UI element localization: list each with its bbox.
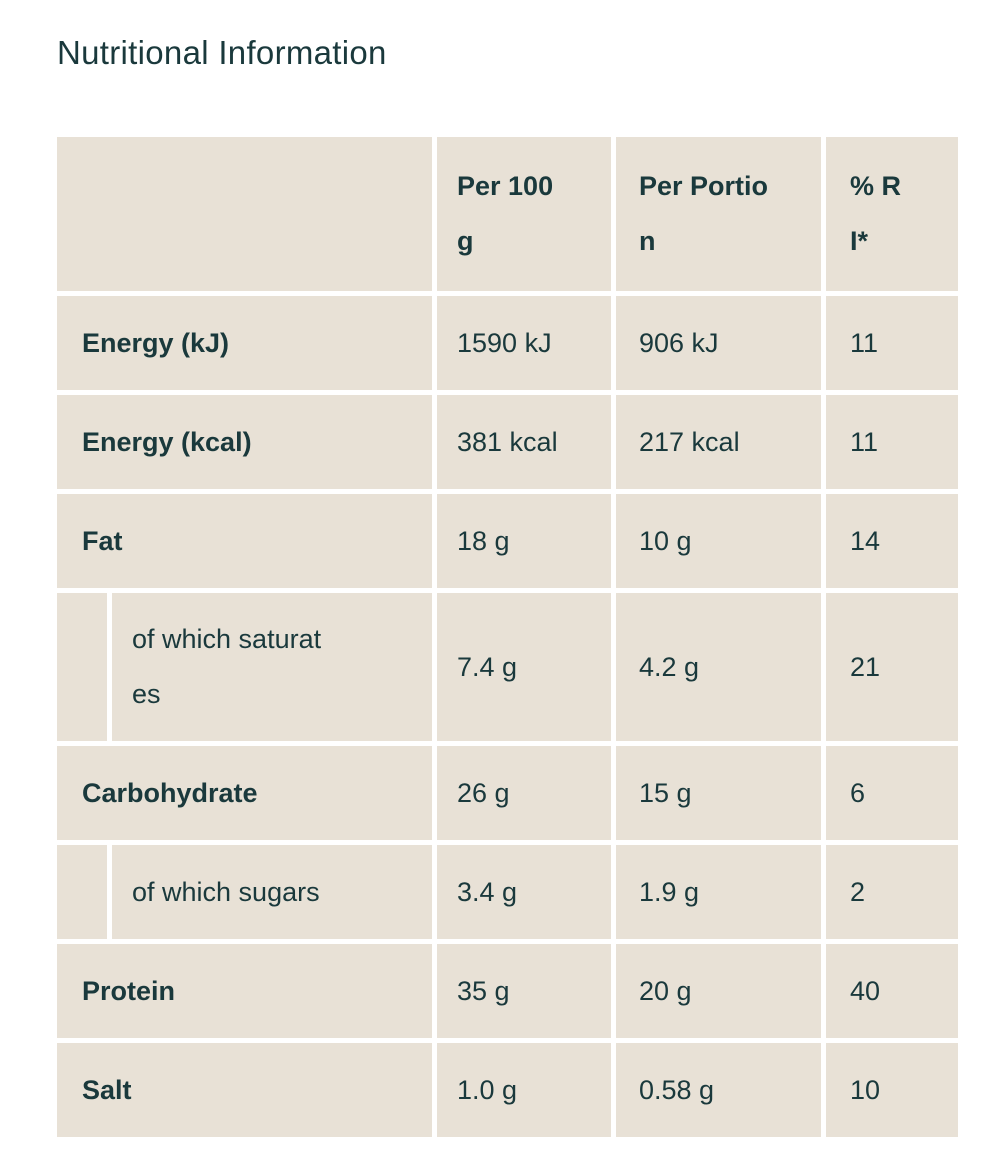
value-per-portion: 217 kcal	[616, 395, 821, 489]
row-label: Energy (kcal)	[57, 395, 432, 489]
value-per-portion: 4.2 g	[616, 593, 821, 741]
value-per-100g: 26 g	[437, 746, 611, 840]
value-per-100g: 381 kcal	[437, 395, 611, 489]
value-pct-ri: 6	[826, 746, 958, 840]
row-label: Carbohydrate	[57, 746, 432, 840]
value-per-100g: 35 g	[437, 944, 611, 1038]
value-pct-ri: 11	[826, 296, 958, 390]
indent-spacer-cell	[57, 593, 107, 741]
row-label: Salt	[57, 1043, 432, 1137]
value-per-100g: 1.0 g	[437, 1043, 611, 1137]
value-pct-ri: 11	[826, 395, 958, 489]
header-pct-ri: % R I*	[826, 137, 958, 291]
row-label: Fat	[57, 494, 432, 588]
value-per-portion: 906 kJ	[616, 296, 821, 390]
header-per-portion: Per Portio n	[616, 137, 821, 291]
value-pct-ri: 14	[826, 494, 958, 588]
table-row-sugars: of which sugars 3.4 g 1.9 g 2	[57, 845, 958, 939]
value-pct-ri: 21	[826, 593, 958, 741]
header-blank-cell	[57, 137, 432, 291]
value-per-100g: 7.4 g	[437, 593, 611, 741]
value-pct-ri: 2	[826, 845, 958, 939]
value-pct-ri: 40	[826, 944, 958, 1038]
value-per-portion: 15 g	[616, 746, 821, 840]
row-sublabel: of which saturat es	[112, 593, 432, 741]
value-per-100g: 18 g	[437, 494, 611, 588]
value-per-portion: 0.58 g	[616, 1043, 821, 1137]
table-row-energy-kcal: Energy (kcal) 381 kcal 217 kcal 11	[57, 395, 958, 489]
value-per-portion: 1.9 g	[616, 845, 821, 939]
indented-label-group: of which saturat es	[57, 593, 432, 741]
table-row-carbohydrate: Carbohydrate 26 g 15 g 6	[57, 746, 958, 840]
value-per-portion: 10 g	[616, 494, 821, 588]
value-per-100g: 1590 kJ	[437, 296, 611, 390]
row-label: Protein	[57, 944, 432, 1038]
value-pct-ri: 10	[826, 1043, 958, 1137]
row-sublabel: of which sugars	[112, 845, 432, 939]
table-row-salt: Salt 1.0 g 0.58 g 10	[57, 1043, 958, 1137]
indent-spacer-cell	[57, 845, 107, 939]
value-per-portion: 20 g	[616, 944, 821, 1038]
table-header-row: Per 100 g Per Portio n % R I*	[57, 137, 958, 291]
page-title: Nutritional Information	[57, 34, 387, 71]
value-per-100g: 3.4 g	[437, 845, 611, 939]
row-label: Energy (kJ)	[57, 296, 432, 390]
table-row-energy-kj: Energy (kJ) 1590 kJ 906 kJ 11	[57, 296, 958, 390]
table-row-fat: Fat 18 g 10 g 14	[57, 494, 958, 588]
table-row-protein: Protein 35 g 20 g 40	[57, 944, 958, 1038]
table-row-saturates: of which saturat es 7.4 g 4.2 g 21	[57, 593, 958, 741]
nutrition-table: Per 100 g Per Portio n % R I* Energy (kJ…	[57, 137, 958, 1137]
indented-label-group: of which sugars	[57, 845, 432, 939]
header-per-100g: Per 100 g	[437, 137, 611, 291]
